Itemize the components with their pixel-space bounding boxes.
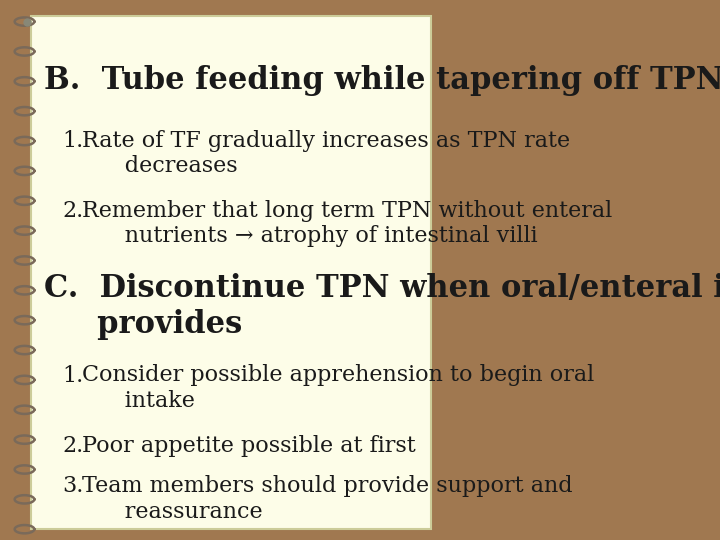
Text: Remember that long term TPN without enteral
      nutrients → atrophy of intesti: Remember that long term TPN without ente… bbox=[82, 200, 613, 247]
Text: Consider possible apprehension to begin oral
      intake: Consider possible apprehension to begin … bbox=[82, 364, 595, 412]
Text: 1.: 1. bbox=[62, 364, 84, 387]
FancyBboxPatch shape bbox=[31, 16, 431, 529]
Text: B.  Tube feeding while tapering off TPN: B. Tube feeding while tapering off TPN bbox=[45, 65, 720, 96]
Text: Rate of TF gradually increases as TPN rate
      decreases: Rate of TF gradually increases as TPN ra… bbox=[82, 130, 570, 177]
Text: 2.: 2. bbox=[62, 200, 84, 222]
Text: C.  Discontinue TPN when oral/enteral intake
     provides: C. Discontinue TPN when oral/enteral int… bbox=[45, 273, 720, 340]
Text: Poor appetite possible at first: Poor appetite possible at first bbox=[82, 435, 416, 457]
Text: 3.: 3. bbox=[62, 475, 84, 497]
Text: 1.: 1. bbox=[62, 130, 84, 152]
Text: Team members should provide support and
      reassurance: Team members should provide support and … bbox=[82, 475, 573, 523]
Text: 2.: 2. bbox=[62, 435, 84, 457]
